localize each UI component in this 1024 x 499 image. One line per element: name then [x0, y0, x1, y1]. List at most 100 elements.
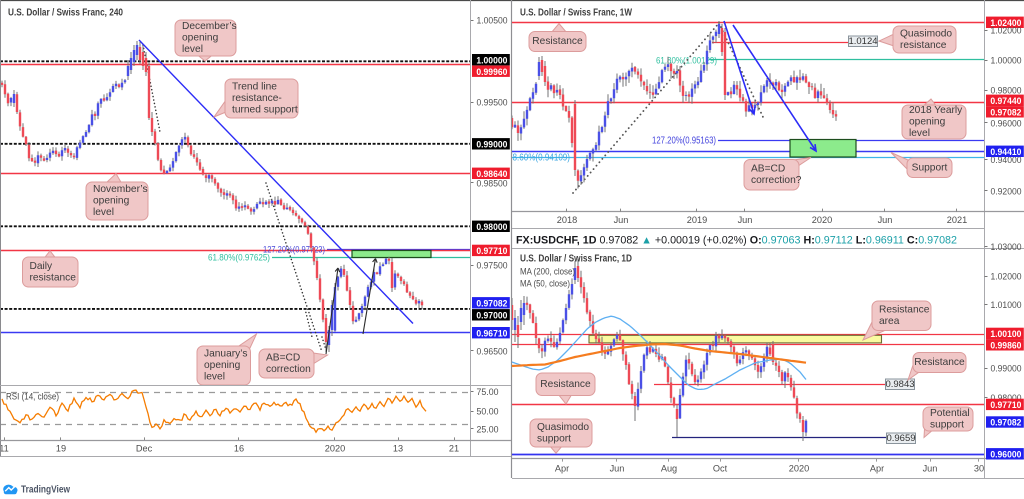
svg-text:127.20%(0.95163): 127.20%(0.95163) — [652, 136, 716, 147]
svg-text:0.96000: 0.96000 — [990, 449, 1021, 459]
svg-text:1.00000: 1.00000 — [991, 56, 1022, 66]
svg-text:0.92000: 0.92000 — [991, 186, 1022, 196]
svg-text:AB=CD: AB=CD — [751, 164, 785, 175]
svg-text:1.00100: 1.00100 — [990, 329, 1021, 339]
svg-text:1.02000: 1.02000 — [991, 271, 1022, 281]
svg-text:Jun: Jun — [738, 215, 753, 225]
svg-text:0.97000: 0.97000 — [476, 310, 507, 320]
svg-text:Oct: Oct — [713, 464, 728, 474]
svg-text:2018 Yearly: 2018 Yearly — [909, 105, 963, 116]
svg-text:0.98000: 0.98000 — [991, 393, 1022, 403]
svg-text:0.98640: 0.98640 — [476, 169, 507, 179]
svg-text:19: 19 — [56, 443, 66, 453]
svg-text:2020: 2020 — [325, 443, 345, 453]
svg-text:0.97710: 0.97710 — [990, 400, 1021, 410]
svg-text:Jun: Jun — [878, 215, 893, 225]
svg-text:Daily: Daily — [30, 261, 54, 272]
svg-text:0.98500: 0.98500 — [477, 178, 508, 188]
svg-text:1.02000: 1.02000 — [991, 26, 1022, 36]
svg-text:2018: 2018 — [557, 215, 577, 225]
svg-text:0.96710: 0.96710 — [476, 328, 507, 338]
svg-text:support: support — [537, 433, 571, 444]
svg-text:0.97082: 0.97082 — [476, 298, 507, 308]
svg-text:0.99860: 0.99860 — [990, 340, 1021, 350]
svg-text:61.80%(0.97625): 61.80%(0.97625) — [208, 252, 270, 263]
svg-text:TradingView: TradingView — [21, 485, 70, 496]
svg-text:December’s: December’s — [182, 21, 237, 32]
svg-text:0.97500: 0.97500 — [477, 261, 508, 271]
svg-text:U.S. Dollar / Swiss Franc, 1W: U.S. Dollar / Swiss Franc, 1W — [520, 8, 632, 19]
svg-text:0.96500: 0.96500 — [477, 346, 508, 356]
svg-text:1.03000: 1.03000 — [991, 242, 1022, 252]
svg-text:opening: opening — [93, 196, 130, 207]
svg-text:0.99500: 0.99500 — [477, 98, 508, 108]
svg-text:1.00500: 1.00500 — [477, 16, 508, 26]
svg-text:0.97082: 0.97082 — [990, 418, 1021, 428]
svg-text:opening: opening — [182, 33, 219, 44]
svg-text:2019: 2019 — [687, 215, 707, 225]
svg-text:50.00: 50.00 — [477, 407, 499, 417]
svg-text:Dec: Dec — [136, 443, 153, 453]
svg-text:correction: correction — [266, 364, 311, 375]
svg-text:0.94410: 0.94410 — [990, 147, 1021, 157]
svg-text:75.00: 75.00 — [477, 387, 499, 397]
svg-text:0.97710: 0.97710 — [476, 246, 507, 256]
svg-text:13: 13 — [393, 443, 403, 453]
svg-text:1.0124: 1.0124 — [848, 36, 877, 47]
svg-text:November’s: November’s — [93, 184, 148, 195]
svg-text:1.00000: 1.00000 — [476, 55, 507, 65]
svg-text:Jun: Jun — [923, 464, 938, 474]
svg-text:U.S. Dollar / Swiss Franc, 240: U.S. Dollar / Swiss Franc, 240 — [8, 8, 123, 19]
svg-text:2020: 2020 — [789, 464, 809, 474]
svg-text:Quasimodo: Quasimodo — [900, 28, 952, 39]
svg-text:Trend line: Trend line — [232, 82, 277, 93]
svg-text:0.96000: 0.96000 — [991, 118, 1022, 128]
svg-text:0.98000: 0.98000 — [476, 222, 507, 232]
svg-text:0.9659: 0.9659 — [886, 433, 915, 444]
svg-text:1.01000: 1.01000 — [991, 300, 1022, 310]
svg-text:Resistance: Resistance — [532, 36, 583, 47]
svg-text:78.60%(0.94109): 78.60%(0.94109) — [508, 153, 570, 164]
svg-text:0.94000: 0.94000 — [991, 155, 1022, 165]
svg-text:30: 30 — [974, 464, 984, 474]
svg-text:Jun: Jun — [610, 464, 625, 474]
svg-text:MA (200, close): MA (200, close) — [520, 267, 575, 277]
svg-text:level: level — [909, 128, 930, 139]
svg-text:Apr: Apr — [555, 464, 569, 474]
svg-text:level: level — [93, 207, 114, 218]
svg-text:0.99960: 0.99960 — [476, 67, 507, 77]
svg-text:0.98000: 0.98000 — [991, 86, 1022, 96]
svg-text:resistance: resistance — [30, 272, 77, 283]
svg-text:resistance-: resistance- — [232, 93, 282, 104]
svg-text:Quasimodo: Quasimodo — [537, 422, 589, 433]
svg-text:support: support — [930, 419, 964, 430]
svg-text:turned support: turned support — [232, 105, 298, 116]
svg-text:FX:USDCHF, 1D 0.97082 ▲ +0.000: FX:USDCHF, 1D 0.97082 ▲ +0.00019 (+0.02%… — [516, 235, 957, 247]
svg-text:21: 21 — [449, 443, 459, 453]
svg-text:Apr: Apr — [870, 464, 884, 474]
svg-text:0.9843: 0.9843 — [885, 379, 914, 390]
svg-text:2021: 2021 — [947, 215, 967, 225]
svg-text:RSI (14, close): RSI (14, close) — [6, 392, 59, 402]
svg-text:MA (50, close): MA (50, close) — [520, 279, 570, 289]
svg-text:U.S. Dollar / Swiss Franc, 1D: U.S. Dollar / Swiss Franc, 1D — [520, 254, 632, 265]
svg-text:correction?: correction? — [751, 175, 802, 186]
svg-text:January’s: January’s — [204, 349, 247, 360]
svg-text:Resistance: Resistance — [879, 305, 930, 316]
svg-text:11: 11 — [0, 443, 9, 453]
svg-text:AB=CD: AB=CD — [266, 352, 300, 363]
svg-text:2020: 2020 — [812, 215, 832, 225]
svg-text:0.99000: 0.99000 — [991, 363, 1022, 373]
svg-text:16: 16 — [234, 443, 244, 453]
svg-text:127.20%(0.97723): 127.20%(0.97723) — [263, 245, 325, 256]
svg-text:area: area — [879, 316, 900, 327]
svg-text:0.97082: 0.97082 — [990, 107, 1021, 117]
svg-text:Jun: Jun — [614, 215, 629, 225]
svg-text:Resistance: Resistance — [540, 379, 591, 390]
svg-text:0.99000: 0.99000 — [476, 139, 507, 149]
svg-text:resistance: resistance — [900, 40, 947, 51]
svg-text:Resistance: Resistance — [914, 357, 965, 368]
svg-text:Support: Support — [912, 162, 948, 173]
svg-text:level: level — [204, 372, 225, 383]
svg-text:61.80%(1.00129): 61.80%(1.00129) — [656, 56, 717, 67]
